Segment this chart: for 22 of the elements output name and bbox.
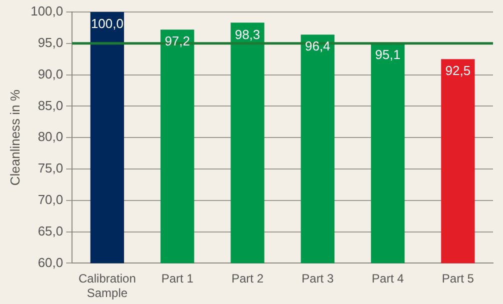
- y-tick-label: 90,0: [38, 66, 64, 82]
- data-label: 92,5: [445, 63, 471, 78]
- x-tick-label: Calibration Sample: [78, 272, 136, 300]
- data-label: 97,2: [164, 34, 190, 49]
- data-label: 96,4: [304, 38, 330, 54]
- y-tick-label: 100,0: [30, 4, 64, 19]
- y-tick-label: 65,0: [38, 223, 64, 238]
- x-tick-label: Part 1: [161, 272, 194, 286]
- data-label: 98,3: [234, 26, 260, 42]
- y-axis-title: Cleanliness in %: [7, 89, 22, 186]
- y-tick-label: 80,0: [38, 129, 64, 144]
- x-tick-label: Part 5: [442, 272, 474, 286]
- x-tick-label: Part 2: [231, 272, 264, 286]
- y-tick-label: 70,0: [38, 192, 64, 207]
- y-tick-label: 95,0: [38, 34, 64, 50]
- data-label: 95,1: [375, 46, 400, 62]
- y-tick-label: 60,0: [38, 254, 64, 270]
- x-tick-label: Part 3: [302, 272, 334, 286]
- x-tick-label: Part 4: [372, 272, 404, 286]
- data-label: 100,0: [90, 16, 124, 32]
- y-tick-label: 75,0: [38, 160, 64, 176]
- y-tick-label: 85,0: [38, 98, 64, 113]
